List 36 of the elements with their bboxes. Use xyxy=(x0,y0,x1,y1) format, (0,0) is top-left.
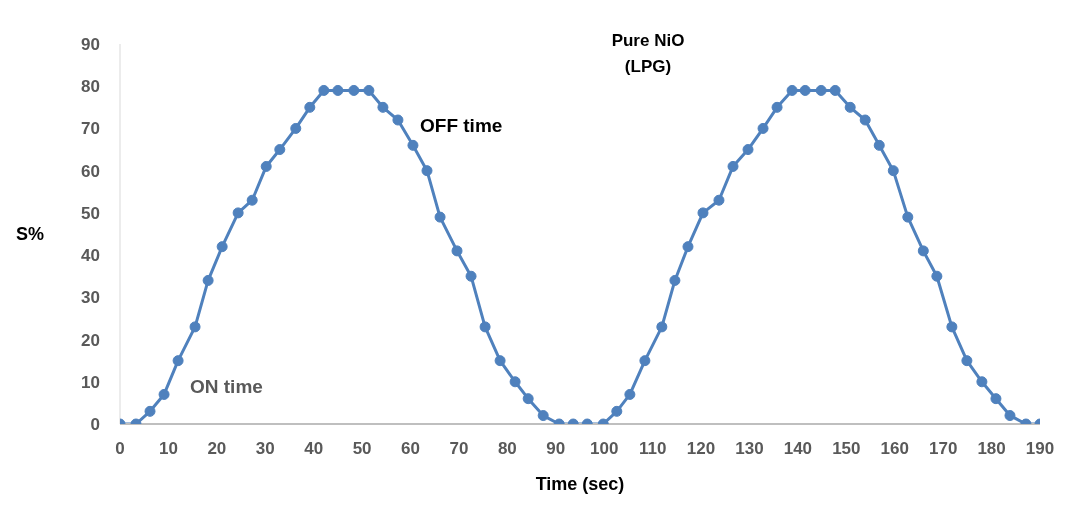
chart-title: Pure NiO xyxy=(610,30,686,52)
x-tick-label: 60 xyxy=(401,439,420,459)
x-tick-label: 90 xyxy=(546,439,566,459)
y-tick-label: 20 xyxy=(81,330,100,350)
annotation: OFF time xyxy=(420,115,503,137)
y-tick-label: 50 xyxy=(81,203,100,223)
x-tick-label: 130 xyxy=(735,439,764,459)
x-tick-label: 10 xyxy=(158,439,178,459)
x-tick-label: 110 xyxy=(638,439,667,459)
x-tick-label: 170 xyxy=(928,439,958,459)
y-tick-label: 90 xyxy=(81,35,100,55)
x-tick-label: 140 xyxy=(783,439,813,459)
y-tick-label: 10 xyxy=(81,372,100,392)
y-tick-label: 40 xyxy=(81,246,100,266)
y-tick-label: 80 xyxy=(81,77,100,97)
x-tick-label: 70 xyxy=(449,439,469,459)
x-axis-title: Time (sec) xyxy=(535,474,625,494)
annotation: ON time xyxy=(190,376,263,398)
x-tick-label: 80 xyxy=(497,439,517,459)
x-tick-label: 120 xyxy=(686,439,716,459)
x-tick-label: 180 xyxy=(977,439,1006,459)
text: (LPG) xyxy=(623,56,673,78)
y-tick-label: 60 xyxy=(81,161,100,181)
x-tick-label: 30 xyxy=(255,439,275,459)
x-tick-label: 20 xyxy=(207,439,227,459)
x-tick-label: 150 xyxy=(832,439,861,459)
y-axis-title: S% xyxy=(16,224,45,245)
x-tick-label: 100 xyxy=(590,439,619,459)
x-tick-label: 50 xyxy=(352,439,372,459)
y-tick-label: 0 xyxy=(90,415,100,435)
x-tick-label: 190 xyxy=(1025,439,1055,459)
x-tick-label: 40 xyxy=(304,439,324,459)
y-tick-label: 30 xyxy=(81,288,100,308)
y-tick-label: 70 xyxy=(81,119,100,139)
x-tick-label: 160 xyxy=(880,439,909,459)
x-tick-label: 0 xyxy=(115,439,125,459)
